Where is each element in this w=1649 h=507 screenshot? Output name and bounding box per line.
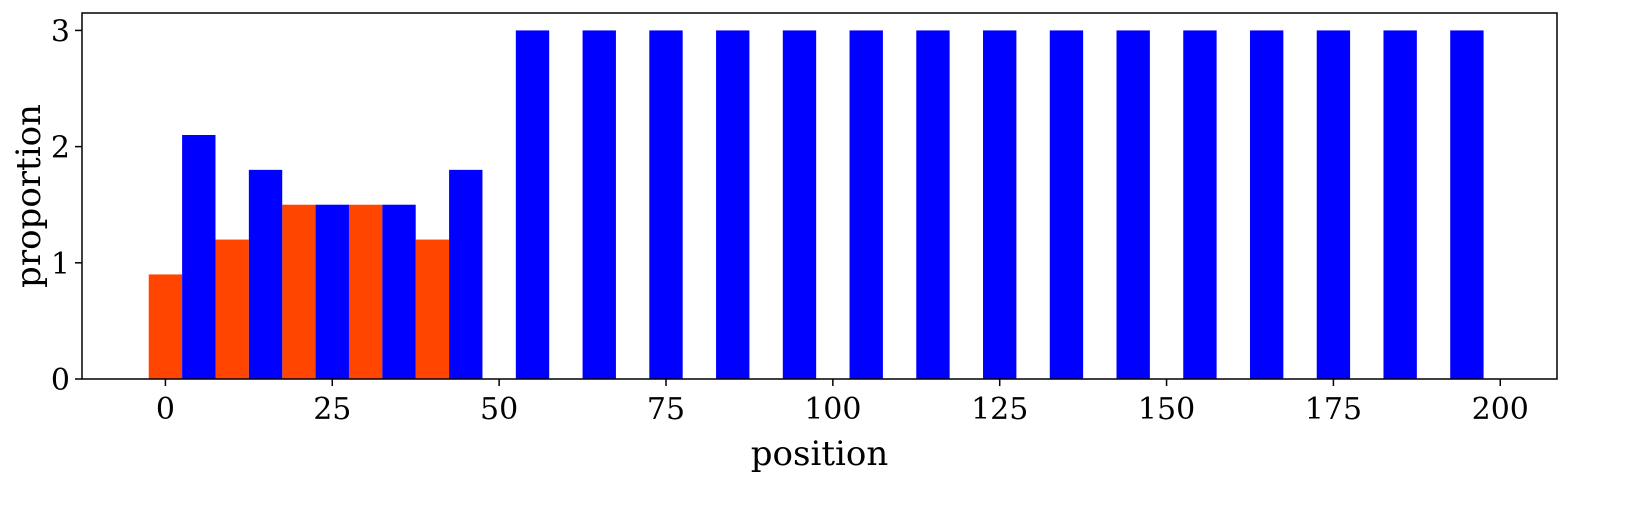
y-axis-ticks: 0 1 2 3 — [51, 14, 82, 398]
x-tick-label: 75 — [647, 392, 685, 427]
y-tick-label: 3 — [51, 14, 70, 49]
bar-series2-175 — [1316, 30, 1351, 380]
bar-series1-0 — [148, 274, 183, 379]
bar-series2-135 — [1049, 30, 1084, 380]
bar-series2-165 — [1249, 30, 1284, 380]
bar-series2-55 — [515, 30, 550, 380]
x-tick-label: 100 — [804, 392, 861, 427]
bar-series2-45 — [449, 169, 483, 379]
x-axis-label: position — [751, 434, 888, 474]
y-tick-label: 0 — [51, 363, 70, 398]
bar-series2-75 — [649, 30, 683, 380]
plot-frame — [81, 12, 1558, 380]
x-tick-label: 0 — [156, 392, 175, 427]
bar-series2-35 — [382, 204, 416, 379]
x-axis-ticks: 0 25 50 75 100 125 150 175 200 — [156, 379, 1529, 427]
x-tick-label: 50 — [480, 392, 518, 427]
x-tick-label: 200 — [1472, 392, 1529, 427]
x-tick-label: 175 — [1305, 392, 1362, 427]
y-tick-label: 2 — [51, 131, 70, 166]
bar-series2-105 — [849, 30, 883, 380]
bar-series1-40 — [415, 239, 450, 379]
x-tick-label: 125 — [971, 392, 1028, 427]
bar-series1-10 — [215, 239, 249, 379]
bar-series2-185 — [1383, 30, 1417, 380]
bar-series2-195 — [1450, 30, 1484, 380]
bar-series2-85 — [716, 30, 750, 380]
bars-group — [148, 30, 1484, 380]
bar-series2-125 — [983, 30, 1017, 380]
bar-series2-95 — [782, 30, 817, 380]
y-axis-label: proportion — [9, 104, 49, 288]
y-tick-label: 1 — [51, 247, 70, 282]
bar-series1-30 — [348, 204, 383, 379]
bar-series2-115 — [916, 30, 950, 380]
bar-series2-25 — [315, 204, 349, 379]
bar-series2-155 — [1183, 30, 1217, 380]
x-tick-label: 150 — [1138, 392, 1195, 427]
bar-series2-15 — [248, 169, 283, 379]
bar-series1-20 — [282, 204, 316, 379]
bar-series2-5 — [182, 135, 216, 379]
bar-series2-65 — [582, 30, 616, 380]
bar-series2-145 — [1116, 30, 1150, 380]
x-tick-label: 25 — [313, 392, 351, 427]
